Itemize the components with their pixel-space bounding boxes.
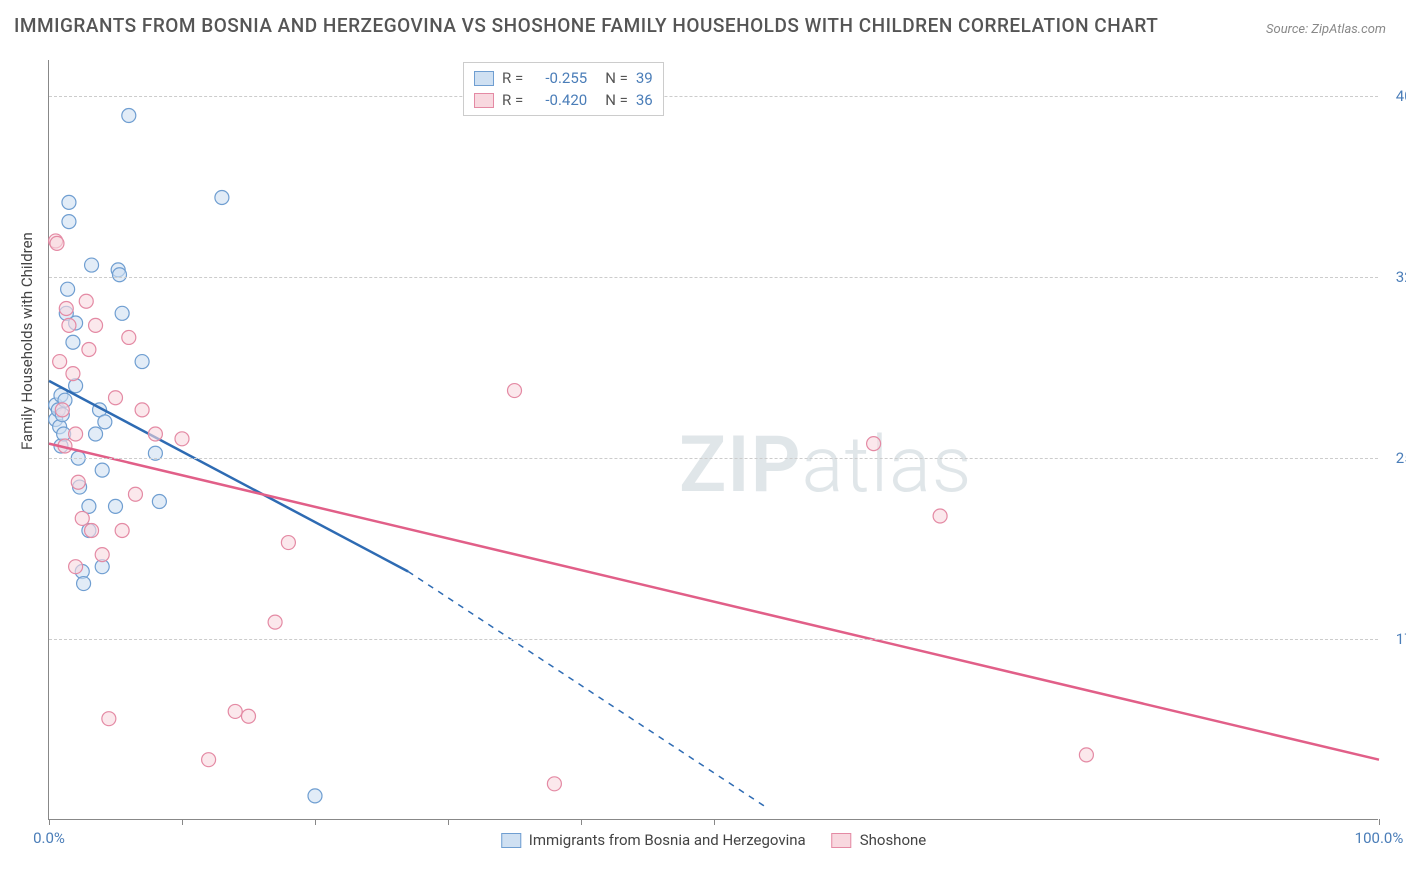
data-point: [109, 499, 123, 513]
legend-item: Shoshone: [832, 831, 927, 849]
trend-line-dashed: [408, 571, 767, 807]
gridline: [49, 639, 1378, 640]
data-point: [71, 475, 85, 489]
y-axis-label: Family Households with Children: [18, 232, 36, 450]
data-point: [82, 343, 96, 357]
x-tick: [581, 819, 582, 825]
data-point: [50, 236, 64, 250]
data-point: [202, 753, 216, 767]
data-point: [1079, 748, 1093, 762]
data-point: [89, 427, 103, 441]
data-point: [547, 777, 561, 791]
data-point: [62, 215, 76, 229]
chart-plot-area: ZIPatlas 17.5%25.0%32.5%40.0%0.0%100.0%I…: [48, 60, 1378, 820]
y-tick-label: 40.0%: [1396, 87, 1406, 105]
data-point: [115, 306, 129, 320]
data-point: [148, 427, 162, 441]
n-value: 36: [636, 91, 653, 109]
data-point: [79, 294, 93, 308]
data-point: [62, 318, 76, 332]
x-tick: [49, 819, 50, 825]
data-point: [122, 108, 136, 122]
data-point: [122, 330, 136, 344]
x-tick: [448, 819, 449, 825]
data-point: [69, 427, 83, 441]
data-point: [75, 511, 89, 525]
data-point: [85, 258, 99, 272]
r-value: -0.420: [531, 91, 587, 109]
data-point: [89, 318, 103, 332]
r-label: R =: [502, 69, 523, 87]
legend-label: Immigrants from Bosnia and Herzegovina: [529, 831, 806, 849]
data-point: [228, 704, 242, 718]
gridline: [49, 277, 1378, 278]
data-point: [135, 355, 149, 369]
data-point: [281, 536, 295, 550]
x-tick: [182, 819, 183, 825]
data-point: [175, 432, 189, 446]
legend-swatch: [832, 833, 852, 848]
y-tick-label: 25.0%: [1396, 449, 1406, 467]
r-value: -0.255: [531, 69, 587, 87]
data-point: [308, 789, 322, 803]
x-tick-label: 0.0%: [33, 829, 65, 847]
data-point: [508, 384, 522, 398]
x-tick: [315, 819, 316, 825]
data-point: [53, 355, 67, 369]
data-point: [69, 560, 83, 574]
legend-item: Immigrants from Bosnia and Herzegovina: [501, 831, 806, 849]
x-tick-label: 100.0%: [1355, 829, 1404, 847]
n-label: N =: [605, 91, 628, 109]
data-point: [152, 495, 166, 509]
data-point: [66, 367, 80, 381]
data-point: [55, 403, 69, 417]
legend-swatch: [474, 71, 494, 86]
data-point: [85, 523, 99, 537]
data-point: [135, 403, 149, 417]
gridline: [49, 458, 1378, 459]
x-tick: [1379, 819, 1380, 825]
data-point: [66, 335, 80, 349]
legend-swatch: [501, 833, 521, 848]
data-point: [95, 463, 109, 477]
data-point: [115, 523, 129, 537]
legend-row: R = -0.255 N = 39: [474, 67, 653, 89]
data-point: [59, 302, 73, 316]
n-value: 39: [636, 69, 653, 87]
data-point: [98, 415, 112, 429]
legend-swatch: [474, 93, 494, 108]
data-point: [933, 509, 947, 523]
data-point: [268, 615, 282, 629]
gridline: [49, 96, 1378, 97]
y-tick-label: 32.5%: [1396, 268, 1406, 286]
series-legend: Immigrants from Bosnia and Herzegovina Sh…: [501, 831, 927, 849]
data-point: [128, 487, 142, 501]
data-point: [61, 282, 75, 296]
source-attribution: Source: ZipAtlas.com: [1266, 22, 1386, 37]
data-point: [95, 548, 109, 562]
legend-label: Shoshone: [860, 831, 927, 849]
data-point: [109, 391, 123, 405]
data-point: [102, 712, 116, 726]
chart-title: IMMIGRANTS FROM BOSNIA AND HERZEGOVINA V…: [14, 14, 1158, 37]
data-point: [77, 577, 91, 591]
x-tick: [714, 819, 715, 825]
legend-row: R = -0.420 N = 36: [474, 89, 653, 111]
data-point: [215, 191, 229, 205]
correlation-legend: R = -0.255 N = 39 R = -0.420 N = 36: [463, 62, 664, 116]
data-point: [112, 268, 126, 282]
r-label: R =: [502, 91, 523, 109]
data-point: [867, 437, 881, 451]
n-label: N =: [605, 69, 628, 87]
y-tick-label: 17.5%: [1396, 630, 1406, 648]
chart-svg: [49, 60, 1378, 819]
data-point: [242, 709, 256, 723]
data-point: [62, 195, 76, 209]
